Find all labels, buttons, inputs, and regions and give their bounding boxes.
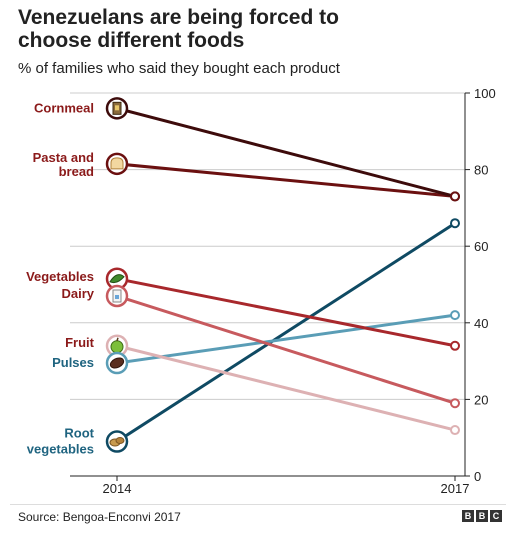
end-point	[450, 191, 460, 202]
end-point	[450, 310, 460, 321]
apple-icon	[110, 337, 124, 354]
icon-shape	[115, 105, 119, 111]
chart-title: Venezuelans are being forced to choose d…	[18, 6, 339, 52]
y-tick-label: 0	[474, 469, 481, 484]
icon-shape	[115, 437, 125, 445]
series-line	[115, 294, 457, 405]
series-line	[115, 313, 457, 365]
series-line	[115, 162, 457, 198]
end-point	[450, 340, 460, 351]
series-line	[115, 344, 457, 432]
cornmeal-icon	[112, 101, 122, 115]
chart-subtitle: % of families who said they bought each …	[18, 60, 340, 77]
y-tick-label: 80	[474, 163, 488, 178]
icon-shape	[110, 340, 124, 354]
series-line	[115, 221, 457, 444]
bbc-logo: B B C	[462, 510, 502, 522]
vegetable-icon	[109, 274, 125, 284]
series-label: Dairy	[61, 286, 94, 301]
bbc-logo-block: B	[462, 510, 474, 522]
end-point	[450, 425, 460, 436]
icon-shape	[109, 274, 125, 284]
end-point	[450, 218, 460, 229]
series-label: Pulses	[52, 355, 94, 370]
x-tick-label: 2017	[441, 481, 470, 496]
source-note: Source: Bengoa-Enconvi 2017	[18, 510, 181, 524]
icon-shape	[116, 337, 119, 342]
end-point	[450, 398, 460, 409]
series-label: vegetables	[27, 442, 94, 457]
bean-icon	[109, 357, 125, 369]
series-label: bread	[59, 164, 94, 179]
bbc-logo-block: C	[490, 510, 502, 522]
bread-icon	[110, 157, 124, 170]
series-line	[115, 277, 457, 348]
series-label: Root	[64, 426, 94, 441]
bbc-logo-block: B	[476, 510, 488, 522]
series-label: Vegetables	[26, 269, 94, 284]
series-label: Cornmeal	[34, 100, 94, 115]
footer-divider	[10, 504, 506, 505]
series-label: Pasta and	[33, 150, 94, 165]
potato-icon	[109, 437, 125, 447]
y-tick-label: 100	[474, 86, 496, 101]
x-tick-label: 2014	[103, 481, 132, 496]
y-tick-label: 40	[474, 316, 488, 331]
icon-shape	[109, 357, 125, 369]
y-tick-label: 60	[474, 239, 488, 254]
milk-icon	[112, 289, 122, 303]
series-line	[115, 106, 457, 198]
y-tick-label: 20	[474, 392, 488, 407]
icon-shape	[115, 294, 119, 299]
icon-shape	[110, 157, 124, 170]
series-label: Fruit	[65, 335, 95, 350]
